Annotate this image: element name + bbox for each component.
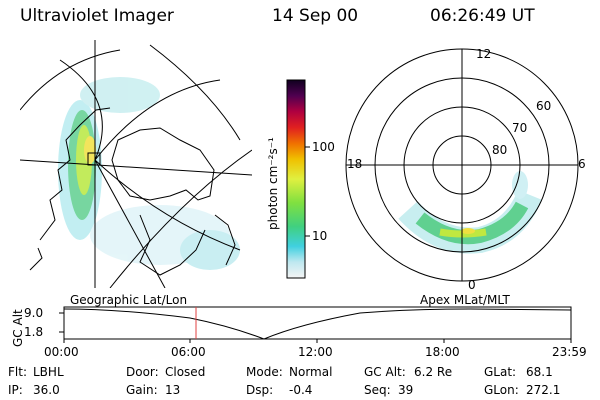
x-tick-1800: 18:00 [425,345,460,359]
glat-value: 68.1 [526,365,553,379]
mlt-label-18: 18 [347,157,363,171]
lat-label-80: 80 [492,143,508,157]
filter-value: LBHL [33,365,64,379]
instrument-title: Ultraviolet Imager [20,6,174,26]
filter-label: Flt: [8,365,27,379]
dsp-value: -0.4 [289,383,313,397]
y-tick-1-8: 1.8 [24,325,44,339]
door-label: Door: [126,365,159,379]
gain-label: Gain: [126,383,158,397]
mlt-label-0: 0 [468,278,476,292]
colorbar-tick-10: 10 [312,229,328,243]
ip-label: IP: [8,383,23,397]
seq-label: Seq: [364,383,391,397]
colorbar [286,79,306,279]
glon-label: GLon: [484,383,519,397]
x-tick-0000: 00:00 [44,345,79,359]
mode-value: Normal [289,365,333,379]
date-label: 14 Sep 00 [272,6,359,26]
mode-label: Mode: [246,365,283,379]
gc-alt-axis-label: GC Alt [11,309,25,347]
glat-label: GLat: [484,365,517,379]
x-tick-2359: 23:59 [552,345,587,359]
mlt-label-6: 6 [578,157,586,171]
gain-value: 13 [165,383,181,397]
geographic-image [20,40,252,288]
gc-alt-label: GC Alt: [364,365,406,379]
polar-plot [345,48,579,282]
gc-alt-value: 6.2 Re [414,365,453,379]
glon-value: 272.1 [526,383,561,397]
apex-label: Apex MLat/MLT [420,293,510,307]
colorbar-tick-100: 100 [312,140,335,154]
ip-value: 36.0 [33,383,60,397]
dsp-label: Dsp: [246,383,274,397]
y-tick-9: 9.0 [24,306,44,320]
colorbar-unit-label: photon cm⁻²s⁻¹ [266,137,280,230]
lat-label-70: 70 [512,121,528,135]
door-value: Closed [165,365,206,379]
time-label: 06:26:49 UT [430,6,535,26]
lat-label-60: 60 [536,99,552,113]
x-tick-0600: 06:00 [171,345,206,359]
seq-value: 39 [398,383,414,397]
orbit-plot [59,306,572,343]
geographic-label: Geographic Lat/Lon [70,293,188,307]
x-tick-1200: 12:00 [298,345,333,359]
mlt-label-12: 12 [476,47,492,61]
